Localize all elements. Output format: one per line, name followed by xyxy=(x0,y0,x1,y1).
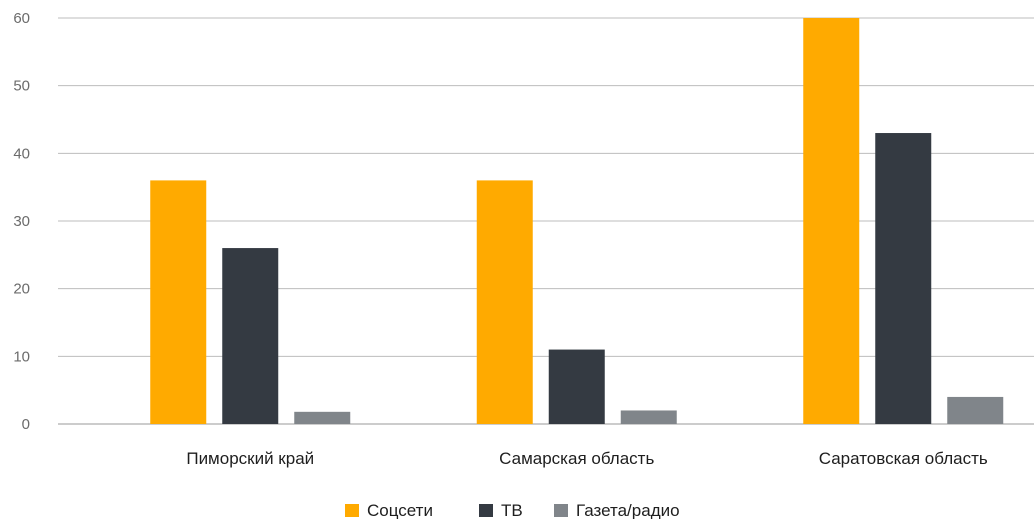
legend-label: ТВ xyxy=(501,501,523,519)
x-category-label: Саратовская область xyxy=(819,449,988,468)
bar xyxy=(947,396,1004,424)
bar xyxy=(548,349,605,424)
bar xyxy=(222,248,279,424)
x-axis-category-labels: Пиморский край Самарская область Саратовск… xyxy=(186,449,988,468)
legend-label: Газета/радио xyxy=(576,501,680,519)
legend-swatch xyxy=(554,504,568,517)
legend-swatch xyxy=(479,504,493,517)
bar xyxy=(150,180,207,424)
legend-label: Соцсети xyxy=(367,501,433,519)
y-tick-label: 40 xyxy=(13,145,30,162)
gridlines xyxy=(58,17,1034,425)
y-tick-label: 0 xyxy=(22,416,30,433)
y-tick-label: 50 xyxy=(13,78,30,95)
legend: Соцсети ТВ Газета/радио xyxy=(345,501,680,519)
y-tick-label: 60 xyxy=(13,10,30,27)
bar xyxy=(476,180,533,424)
x-category-label: Пиморский край xyxy=(186,449,314,468)
bar xyxy=(803,18,860,424)
x-category-label: Самарская область xyxy=(499,449,654,468)
bar xyxy=(620,410,677,424)
y-tick-label: 10 xyxy=(13,348,30,365)
bar xyxy=(875,133,932,425)
y-tick-label: 20 xyxy=(13,281,30,298)
bar xyxy=(294,411,351,424)
bars xyxy=(150,18,1004,425)
y-axis-tick-labels: 0 10 20 30 40 50 60 xyxy=(13,10,30,433)
y-tick-label: 30 xyxy=(13,213,30,230)
legend-swatch xyxy=(345,504,359,517)
